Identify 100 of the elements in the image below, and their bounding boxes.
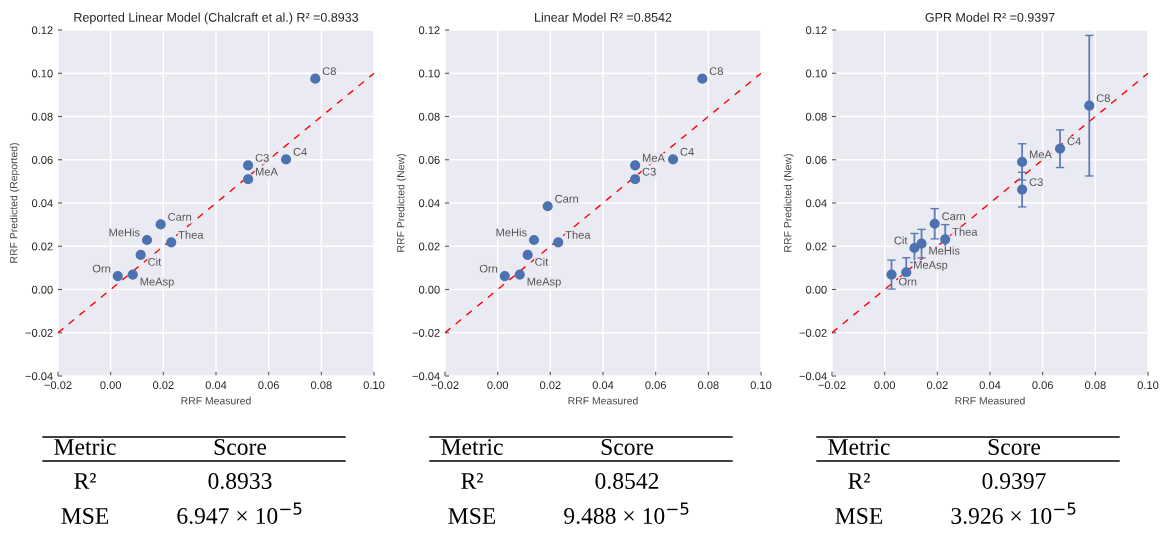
chart-title: GPR Model R² =0.9397 [925, 12, 1055, 22]
point [135, 249, 146, 260]
y-tick-label: 0.06 [418, 156, 440, 164]
x-tick-label: 0.10 [750, 381, 772, 390]
text: Score [988, 439, 1041, 455]
x-tick-label: 0.02 [152, 381, 174, 390]
point [1017, 184, 1028, 195]
x-tick-label: 0.10 [363, 381, 385, 390]
y-tick-label: −0.02 [412, 329, 440, 337]
y-tick-label: 0.10 [805, 69, 827, 78]
point [280, 154, 292, 165]
x-tick-label: −0.02 [44, 381, 72, 390]
x-tick-label: 0.06 [645, 381, 666, 390]
text: Score [214, 439, 267, 455]
point [909, 242, 920, 254]
x-tick-label: 0.02 [539, 381, 561, 390]
point [1054, 143, 1066, 154]
text: R² [461, 473, 483, 489]
point [141, 234, 153, 246]
chart-title: Reported Linear Model (Chalcraft et al.) R² =0.8933 [74, 12, 359, 25]
y-tick-label: −0.02 [799, 329, 827, 337]
annotation: Orn [898, 277, 917, 286]
text: 0.8542 [595, 472, 659, 490]
annotation: Cit [535, 257, 549, 266]
y-tick-label: 0.00 [31, 285, 53, 294]
x-tick-label: −0.02 [818, 381, 846, 390]
point [940, 234, 951, 245]
x-tick-label: 0.06 [258, 381, 279, 390]
x-tick-label: 0.00 [487, 381, 509, 390]
annotation: MeAsp [914, 261, 948, 272]
y-tick-label: 0.00 [418, 285, 440, 294]
y-tick-label: 0.04 [31, 199, 53, 208]
annotation: C3 [255, 153, 269, 162]
text: R² [74, 473, 96, 489]
x-tick-label: 0.00 [874, 381, 896, 390]
annotation: Carn [942, 212, 966, 221]
x-tick-label: 0.08 [1084, 381, 1106, 390]
x-tick-label: 0.08 [310, 381, 332, 390]
x-tick-label: −0.02 [431, 381, 459, 390]
x-tick-label: 0.10 [1137, 381, 1159, 390]
y-tick-label: −0.02 [25, 329, 53, 337]
y-tick-label: 0.02 [805, 242, 827, 251]
point [310, 73, 321, 84]
y-tick-label: 0.02 [31, 242, 53, 251]
annotation: C8 [322, 67, 336, 76]
text: MSE [835, 508, 883, 524]
point [243, 174, 254, 185]
y-tick-label: 0.12 [31, 26, 53, 35]
text: 0.9397 [982, 472, 1046, 490]
y-tick-label: −0.04 [799, 372, 827, 381]
annotation: C8 [709, 67, 723, 76]
annotation: MeAsp [140, 277, 174, 288]
x-axis-title: RRF Measured [568, 396, 638, 405]
chart-title: Linear Model R² =0.8542 [535, 12, 672, 22]
point [127, 269, 138, 280]
annotation: Orn [479, 264, 498, 273]
point [499, 271, 510, 282]
y-tick-label: 0.08 [418, 112, 440, 121]
y-tick-label: 0.06 [805, 156, 827, 164]
text: MSE [61, 508, 109, 524]
y-tick-label: 0.08 [31, 112, 53, 121]
text: Metric [54, 439, 116, 455]
point [542, 201, 553, 212]
point [522, 249, 533, 260]
y-tick-label: 0.02 [418, 242, 440, 251]
x-tick-label: 0.04 [979, 381, 1001, 390]
y-tick-label: −0.04 [25, 372, 53, 381]
x-tick-label: 0.04 [592, 381, 614, 390]
text: Metric [828, 439, 890, 455]
annotation: Orn [92, 264, 111, 273]
point [886, 269, 897, 280]
point [155, 219, 166, 230]
annotation: MeA [642, 154, 665, 162]
y-tick-label: 0.08 [805, 112, 827, 121]
x-tick-label: 0.00 [100, 381, 122, 390]
text: MSE [448, 508, 496, 524]
annotation: Carn [168, 212, 192, 221]
point [166, 237, 177, 248]
x-tick-label: 0.06 [1032, 381, 1053, 390]
point [929, 218, 940, 229]
annotation: MeA [255, 167, 278, 176]
text: R² [848, 473, 870, 489]
point [630, 174, 641, 185]
point [528, 234, 540, 246]
y-tick-label: 0.04 [418, 199, 440, 208]
text: 3.926 × 10$^{−5}$ [951, 502, 1076, 525]
annotation: MeAsp [527, 277, 561, 288]
x-axis-title: RRF Measured [181, 396, 251, 405]
annotation: C3 [1029, 178, 1043, 187]
annotation: MeA [1029, 150, 1052, 159]
y-tick-label: −0.04 [412, 372, 440, 381]
point [514, 269, 525, 280]
point [697, 73, 708, 84]
point [553, 237, 564, 248]
text: Metric [441, 439, 503, 455]
point [1017, 156, 1028, 167]
annotation: MeHis [929, 246, 960, 255]
y-tick-label: 0.10 [31, 69, 53, 78]
y-tick-label: 0.12 [418, 26, 440, 35]
annotation: C4 [680, 147, 694, 156]
